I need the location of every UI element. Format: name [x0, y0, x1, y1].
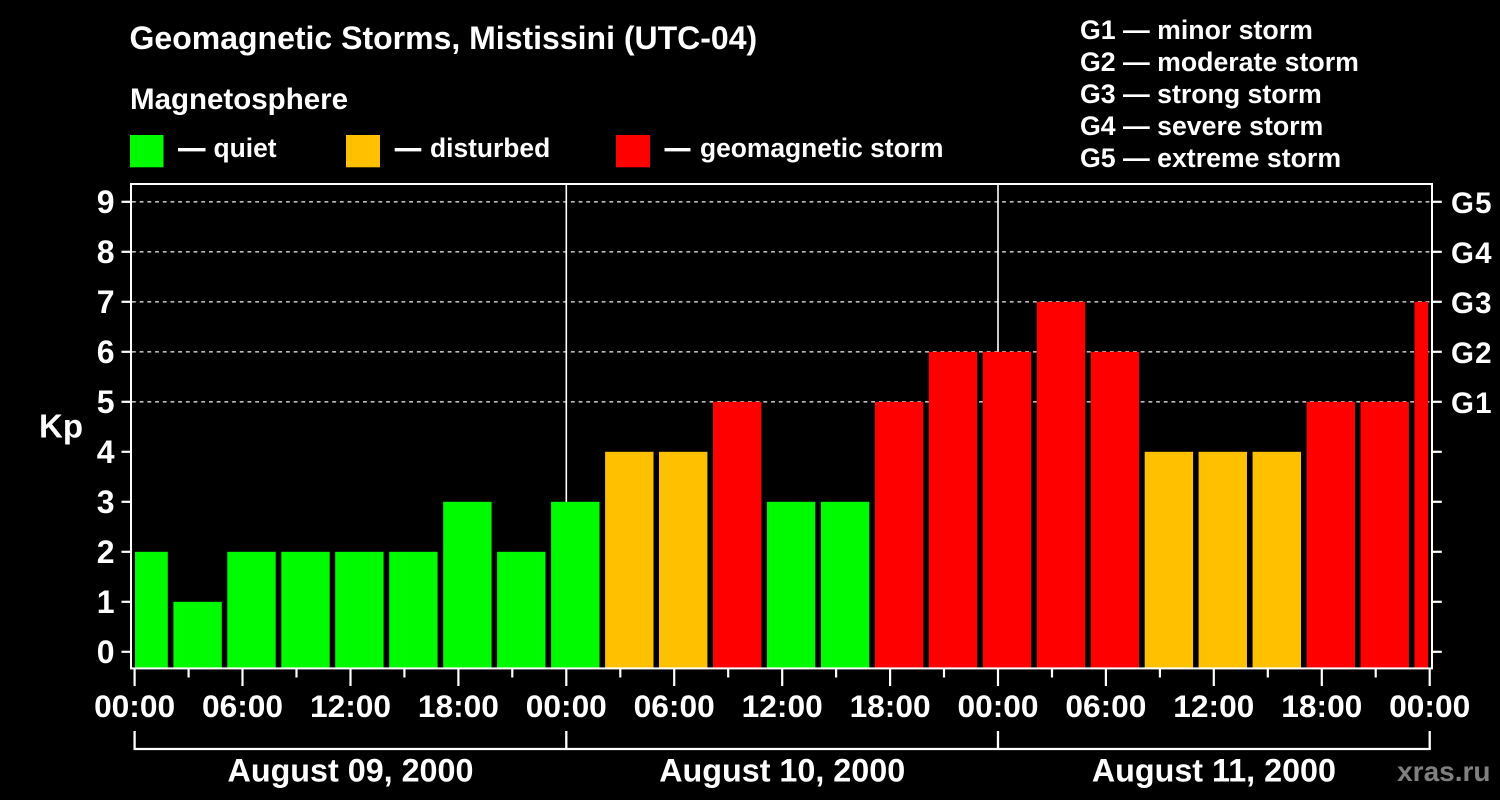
svg-text:quiet: quiet: [214, 133, 277, 163]
svg-text:7: 7: [97, 284, 115, 320]
svg-text:00:00: 00:00: [1389, 688, 1470, 724]
svg-text:8: 8: [97, 234, 115, 270]
svg-text:3: 3: [97, 484, 115, 520]
svg-text:5: 5: [97, 384, 115, 420]
svg-text:August 11, 2000: August 11, 2000: [1092, 753, 1336, 789]
svg-text:00:00: 00:00: [957, 688, 1038, 724]
svg-text:0: 0: [97, 634, 115, 670]
svg-text:00:00: 00:00: [94, 688, 175, 724]
svg-text:06:00: 06:00: [634, 688, 715, 724]
svg-text:06:00: 06:00: [1065, 688, 1146, 724]
svg-text:18:00: 18:00: [418, 688, 499, 724]
svg-text:6: 6: [97, 334, 115, 370]
svg-text:G5: G5: [1451, 187, 1493, 220]
svg-text:2: 2: [97, 534, 115, 570]
svg-text:12:00: 12:00: [1173, 688, 1254, 724]
svg-text:geomagnetic storm: geomagnetic storm: [700, 133, 943, 163]
svg-text:G1: G1: [1451, 387, 1493, 420]
svg-text:disturbed: disturbed: [430, 133, 550, 163]
svg-text:18:00: 18:00: [1281, 688, 1362, 724]
svg-text:9: 9: [97, 184, 115, 220]
svg-text:xras.ru: xras.ru: [1397, 756, 1490, 787]
svg-text:06:00: 06:00: [202, 688, 283, 724]
svg-text:18:00: 18:00: [850, 688, 931, 724]
svg-text:12:00: 12:00: [310, 688, 391, 724]
svg-text:G5 — extreme storm: G5 — extreme storm: [1080, 143, 1341, 173]
svg-text:G2: G2: [1451, 337, 1493, 370]
svg-text:G3 — strong storm: G3 — strong storm: [1080, 79, 1322, 109]
svg-text:G3: G3: [1451, 287, 1493, 320]
svg-text:00:00: 00:00: [526, 688, 607, 724]
svg-text:Magnetosphere: Magnetosphere: [130, 83, 348, 116]
svg-text:August 10, 2000: August 10, 2000: [659, 753, 905, 789]
svg-text:4: 4: [97, 434, 115, 470]
svg-text:G4 — severe storm: G4 — severe storm: [1080, 111, 1323, 141]
svg-text:G4: G4: [1451, 237, 1493, 270]
svg-text:1: 1: [97, 584, 115, 620]
svg-text:Kp: Kp: [39, 408, 83, 445]
svg-text:G2 — moderate storm: G2 — moderate storm: [1080, 47, 1359, 77]
svg-text:12:00: 12:00: [742, 688, 823, 724]
svg-text:August 09, 2000: August 09, 2000: [228, 753, 474, 789]
svg-text:Geomagnetic Storms, Mistissini: Geomagnetic Storms, Mistissini (UTC-04): [130, 20, 758, 56]
svg-text:G1 — minor storm: G1 — minor storm: [1080, 15, 1313, 45]
